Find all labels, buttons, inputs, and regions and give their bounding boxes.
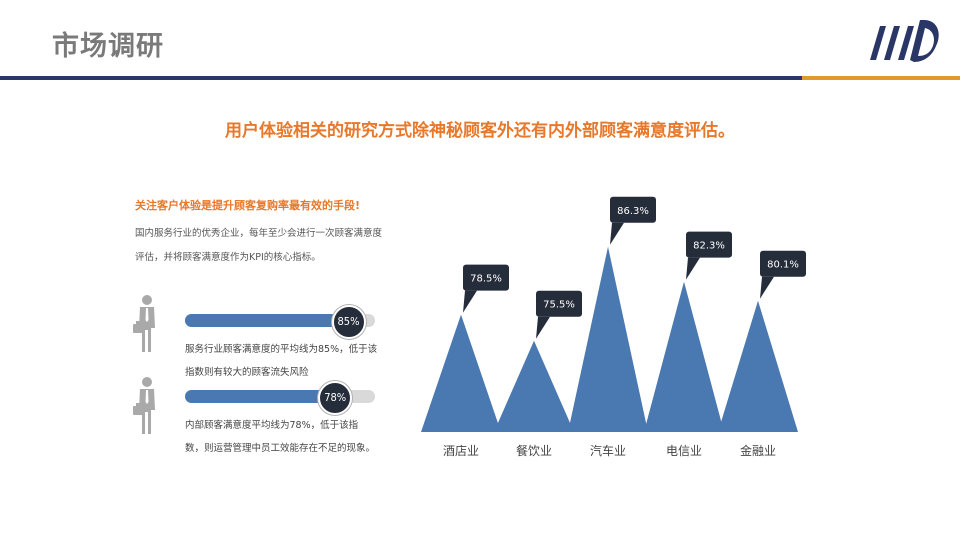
category-label: 金融业 (740, 443, 776, 458)
chart-bar-triangle (718, 300, 798, 432)
chart-bar-triangle (421, 314, 501, 432)
callout-pointer (760, 276, 774, 299)
sub-heading: 关注客户体验是提升顾客复购率最有效的手段! (135, 199, 361, 212)
header-rule-blue (0, 76, 802, 80)
category-label: 电信业 (666, 444, 702, 458)
callout-pointer (463, 290, 477, 313)
data-label: 82.3% (693, 241, 725, 252)
headline: 用户体验相关的研究方式除神秘顾客外还有内外部顾客满意度评估。 (225, 121, 735, 141)
satisfaction-badge: 85% (331, 305, 366, 339)
category-label: 汽车业 (590, 443, 626, 458)
stat-line: 内部顾客满意度平均线为78%，低于该指 (185, 420, 359, 431)
callout-box (536, 290, 582, 317)
callout-box (686, 231, 732, 258)
logo-icon (870, 20, 939, 62)
data-label: 75.5% (543, 300, 575, 311)
chart-bar-triangle (644, 281, 724, 432)
category-label: 酒店业 (443, 444, 479, 458)
satisfaction-bar-fill (185, 390, 334, 403)
businessman-icon (133, 377, 155, 434)
intro-line: 国内服务行业的优秀企业，每年至少会进行一次顾客满意度 (135, 228, 383, 239)
data-label: 80.1% (767, 260, 799, 271)
stat-description: 内部顾客满意度平均线为78%，低于该指 数，则运营管理中员工效能存在不足的现象。 (185, 414, 410, 460)
data-label: 78.5% (470, 274, 502, 285)
callout-pointer (686, 257, 700, 280)
stat-line: 数，则运营管理中员工效能存在不足的现象。 (185, 443, 376, 454)
stat-line: 服务行业顾客满意度的平均线为85%，低于该 (185, 344, 378, 355)
chart-bar-triangle (568, 246, 648, 432)
callout-pointer (536, 316, 550, 339)
satisfaction-badge: 78% (318, 381, 353, 415)
category-label: 餐饮业 (516, 443, 552, 458)
page-title: 市场调研 (52, 31, 164, 62)
stat-line: 指数则有较大的顾客流失风险 (185, 367, 309, 378)
stat-description: 服务行业顾客满意度的平均线为85%，低于该 指数则有较大的顾客流失风险 (185, 338, 410, 384)
satisfaction-bar-fill (185, 314, 347, 327)
header-rule-orange (802, 76, 960, 80)
data-label: 86.3% (617, 206, 649, 217)
callout-box (610, 196, 656, 223)
intro-line: 评估，并将顾客满意度作为KPI的核心指标。 (135, 252, 321, 263)
callout-box (463, 264, 509, 291)
callout-box (760, 250, 806, 277)
chart-bar-triangle (494, 340, 574, 432)
intro-text: 国内服务行业的优秀企业，每年至少会进行一次顾客满意度 评估，并将顾客满意度作为K… (135, 222, 410, 270)
satisfaction-bar-service: 85% (185, 305, 375, 339)
callout-pointer (610, 222, 624, 245)
satisfaction-bar-internal: 78% (185, 381, 375, 415)
businessman-icon (133, 295, 155, 352)
